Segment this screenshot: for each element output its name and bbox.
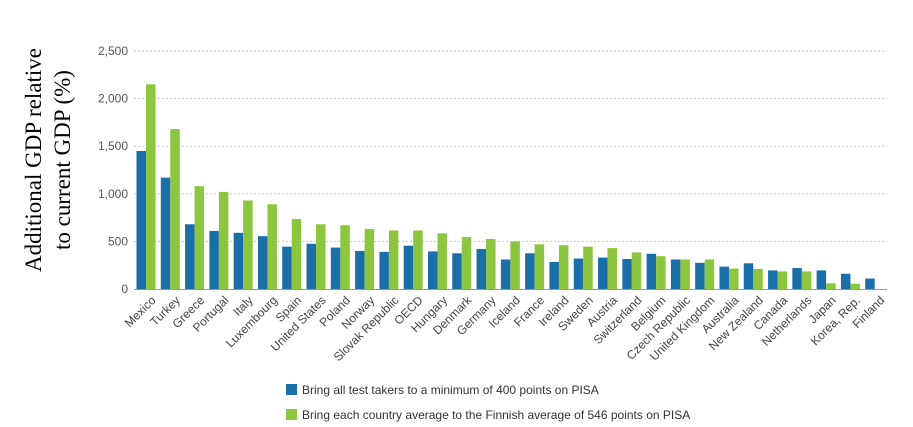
bars [136, 84, 875, 289]
bar-series-1 [379, 251, 389, 289]
y-tick-label: 1,000 [98, 187, 128, 201]
y-tick-label: 2,000 [98, 92, 128, 106]
legend: Bring all test takers to a minimum of 40… [286, 383, 690, 422]
bar-series-2 [461, 237, 472, 289]
bar-series-1 [646, 253, 657, 289]
bar-series-2 [218, 191, 229, 289]
bar-series-1 [233, 232, 244, 289]
bar-series-1 [768, 270, 778, 289]
bar-series-1 [257, 236, 268, 289]
bar-series-2 [316, 224, 326, 289]
bar-series-1 [136, 150, 146, 289]
y-tick-label: 0 [121, 282, 128, 296]
bar-series-1 [330, 247, 341, 289]
bar-series-2 [826, 283, 836, 289]
bar-series-1 [549, 261, 559, 289]
bar-series-2 [364, 229, 375, 289]
bar-series-2 [631, 252, 642, 289]
bar-series-2 [850, 283, 860, 289]
bar-series-1 [306, 243, 317, 289]
bar-series-1 [282, 246, 292, 289]
bar-series-1 [573, 258, 584, 289]
bar-series-2 [656, 256, 666, 289]
bar-series-2 [510, 241, 520, 289]
bar-series-2 [413, 230, 423, 289]
bar-series-2 [388, 230, 399, 289]
bar-series-1 [719, 266, 729, 289]
bar-series-2 [146, 84, 156, 289]
bar-series-2 [170, 129, 180, 289]
y-axis-title-line-2: to current GDP (%) [50, 70, 75, 250]
y-tick-label: 2,500 [98, 44, 128, 58]
y-tick-labels: 0 500 1,000 1,500 2,000 2,500 [98, 44, 128, 296]
bar-series-2 [534, 244, 545, 289]
bar-series-2 [194, 186, 205, 289]
bar-series-2 [486, 239, 496, 289]
bar-series-1 [840, 273, 851, 289]
bar-series-2 [340, 225, 350, 289]
bar-series-2 [243, 200, 253, 289]
bar-series-1 [355, 250, 365, 289]
bar-series-1 [160, 177, 171, 289]
bar-series-1 [185, 224, 195, 289]
bar-series-2 [801, 271, 812, 289]
legend-label: Bring all test takers to a minimum of 40… [302, 383, 599, 397]
bar-series-1 [500, 259, 511, 289]
legend-label: Bring each country average to the Finnis… [302, 408, 690, 422]
bar-series-2 [704, 259, 715, 289]
bar-series-2 [267, 204, 277, 289]
bar-series-1 [622, 259, 632, 289]
bar-series-1 [816, 270, 827, 289]
bar-series-1 [670, 259, 681, 289]
bar-series-1 [743, 263, 754, 289]
bar-series-1 [403, 245, 414, 289]
bar-series-1 [865, 278, 875, 289]
bar-series-2 [607, 248, 618, 289]
bar-series-1 [452, 253, 462, 289]
bar-series-1 [598, 257, 608, 289]
bar-series-2 [777, 271, 788, 289]
y-axis-title: Additional GDP relative to current GDP (… [21, 48, 75, 272]
bar-series-2 [583, 246, 593, 289]
bar-series-1 [209, 230, 219, 289]
bar-series-1 [476, 249, 487, 289]
bar-series-2 [291, 219, 302, 289]
bar-series-1 [525, 253, 535, 289]
category-labels: MexicoTurkeyGreecePortugalItalyLuxembour… [122, 293, 887, 364]
bar-series-2 [753, 269, 763, 289]
bar-series-2 [728, 268, 739, 289]
bar-series-2 [680, 259, 690, 289]
legend-swatch [286, 384, 297, 395]
bar-series-2 [437, 233, 447, 289]
bar-series-1 [427, 251, 438, 289]
legend-swatch [286, 409, 297, 420]
bar-series-1 [792, 268, 802, 289]
y-axis-title-line-1: Additional GDP relative [21, 48, 46, 272]
bar-series-2 [558, 245, 569, 289]
y-tick-label: 1,500 [98, 139, 128, 153]
y-tick-label: 500 [108, 234, 128, 248]
bar-series-1 [695, 262, 705, 289]
